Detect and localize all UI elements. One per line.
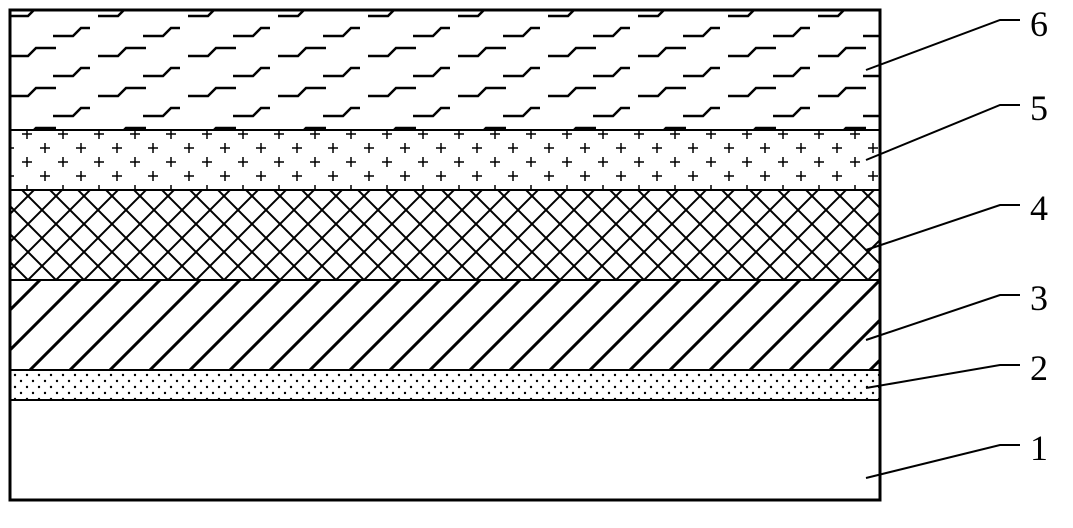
layer-label-1: 1 [1030, 428, 1048, 468]
layer-label-6: 6 [1030, 4, 1048, 44]
layer-5 [10, 130, 880, 190]
leader-line-3 [866, 295, 1020, 340]
layer-label-5: 5 [1030, 88, 1048, 128]
layer-3 [10, 280, 880, 370]
leader-line-5 [866, 105, 1020, 160]
layer-2 [10, 370, 880, 400]
leader-line-4 [866, 205, 1020, 250]
leader-line-2 [866, 365, 1020, 388]
leader-line-6 [866, 20, 1020, 70]
leader-line-1 [866, 445, 1020, 478]
layer-label-4: 4 [1030, 188, 1048, 228]
layer-4 [10, 190, 880, 280]
layer-diagram: 6 5 4 3 2 1 [0, 0, 1073, 528]
layer-6 [10, 10, 880, 130]
layer-label-3: 3 [1030, 278, 1048, 318]
layer-label-2: 2 [1030, 348, 1048, 388]
diagram-container: 6 5 4 3 2 1 [0, 0, 1073, 528]
